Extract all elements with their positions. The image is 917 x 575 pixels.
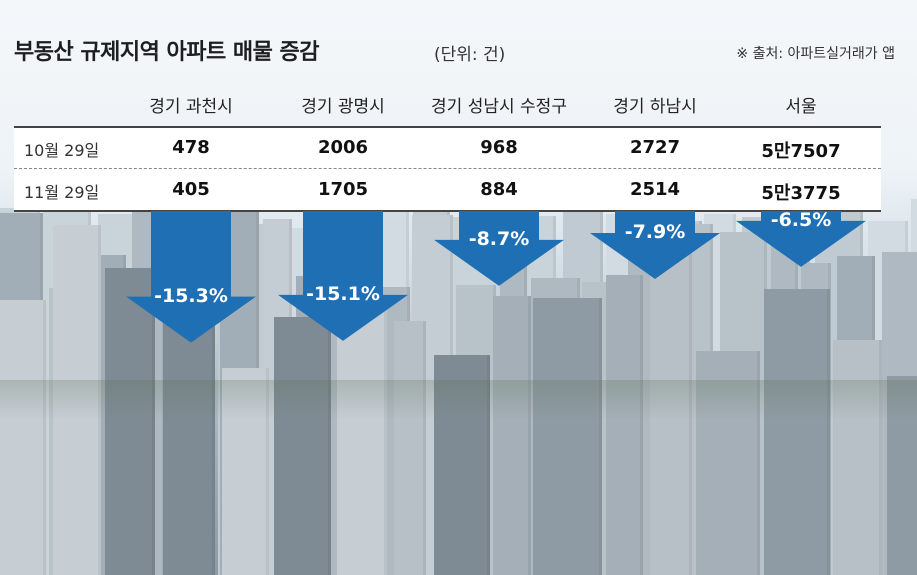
skyline-building [764,289,830,575]
cell-oct29-seongnam-sujeong: 968 [480,137,518,158]
column-header-seongnam-sujeong: 경기 성남시 수정구 [431,97,567,117]
skyline-building [0,300,47,575]
row-label-nov29: 11월 29일 [24,183,100,202]
chart-title: 부동산 규제지역 아파트 매물 증감 [14,40,320,65]
source-note: ※ 출처: 아파트실거래가 앱 [736,46,895,62]
cell-oct29-hanam: 2727 [629,137,681,158]
cell-nov29-hanam: 2514 [629,179,681,200]
skyline-building [533,297,602,575]
down-arrow-2 [434,211,564,286]
cell-nov29-seongnam-sujeong: 884 [480,179,518,200]
column-header-gwangmyeong: 경기 광명시 [301,97,385,117]
table-bottom-border [14,210,881,212]
cell-nov29-gwangmyeong: 1705 [317,179,369,200]
cell-oct29-gwacheon: 478 [172,137,210,158]
cell-oct29-gwangmyeong: 2006 [317,137,369,158]
down-arrow-0 [126,211,256,343]
skyline-building [433,355,491,575]
skyline-building [393,320,426,575]
unit-label: (단위: 건) [434,45,506,65]
skyline-building [221,367,270,575]
column-header-gwacheon: 경기 과천시 [149,97,233,117]
down-arrow-3 [590,211,720,279]
skyline-building [274,317,331,575]
skyline-building [696,351,760,575]
down-arrow-4 [736,211,866,267]
column-header-hanam: 경기 하남시 [613,97,697,117]
cell-nov29-seoul: 5만3775 [761,183,841,204]
change-label-hanam: -7.9% [624,220,686,243]
skyline-building [832,339,883,575]
table-top-border [14,126,881,128]
skyline-building [105,267,156,575]
skyline-building [649,234,692,575]
skyline-building [52,225,101,575]
skyline-building [605,274,644,575]
skyline-building [493,295,532,575]
change-label-gwangmyeong: -15.1% [306,282,380,305]
change-label-seongnam-sujeong: -8.7% [468,227,530,250]
data-table [14,127,881,211]
row-label-oct29: 10월 29일 [24,141,100,160]
change-label-gwacheon: -15.3% [154,284,228,307]
skyline-building [887,375,917,575]
skyline-building [337,308,388,575]
cell-nov29-gwacheon: 405 [172,179,210,200]
cell-oct29-seoul: 5만7507 [761,141,841,162]
down-arrow-1 [278,211,408,341]
tree-band [0,380,917,420]
table-row-divider [14,168,881,169]
column-header-seoul: 서울 [785,97,817,117]
change-label-seoul: -6.5% [770,208,832,231]
